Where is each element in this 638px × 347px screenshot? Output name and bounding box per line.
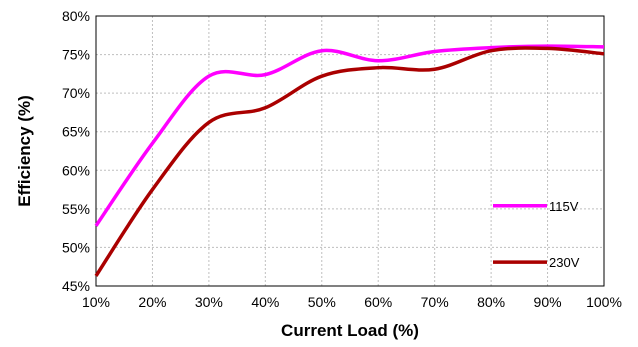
x-tick-label: 70% — [421, 294, 449, 310]
legend: 115V 230V — [493, 199, 580, 270]
legend-label: 230V — [549, 255, 580, 270]
series-line-115V — [94, 44, 605, 227]
x-tick-label: 10% — [82, 294, 110, 310]
y-axis-title: Efficiency (%) — [15, 95, 34, 206]
x-tick-label: 20% — [138, 294, 166, 310]
y-tick-label: 50% — [62, 239, 90, 255]
x-tick-label: 40% — [251, 294, 279, 310]
x-tick-labels: 10% 20% 30% 40% 50% 60% 70% 80% 90% 100% — [82, 294, 622, 310]
x-tick-label: 60% — [364, 294, 392, 310]
y-tick-label: 80% — [62, 8, 90, 24]
series-lines — [94, 44, 605, 277]
grid-lines — [96, 16, 604, 286]
y-tick-label: 65% — [62, 124, 90, 140]
y-tick-labels: 45% 50% 55% 60% 65% 70% 75% 80% — [62, 8, 90, 294]
x-axis-title: Current Load (%) — [281, 321, 419, 340]
plot-area — [95, 15, 605, 287]
y-tick-label: 45% — [62, 278, 90, 294]
x-tick-label: 50% — [308, 294, 336, 310]
y-tick-label: 70% — [62, 85, 90, 101]
x-tick-label: 30% — [195, 294, 223, 310]
series-line-230V — [94, 46, 605, 277]
x-tick-label: 80% — [477, 294, 505, 310]
y-tick-label: 75% — [62, 47, 90, 63]
y-tick-label: 55% — [62, 201, 90, 217]
x-tick-label: 100% — [586, 294, 622, 310]
legend-label: 115V — [549, 199, 579, 214]
x-tick-label: 90% — [534, 294, 562, 310]
y-tick-label: 60% — [62, 162, 90, 178]
